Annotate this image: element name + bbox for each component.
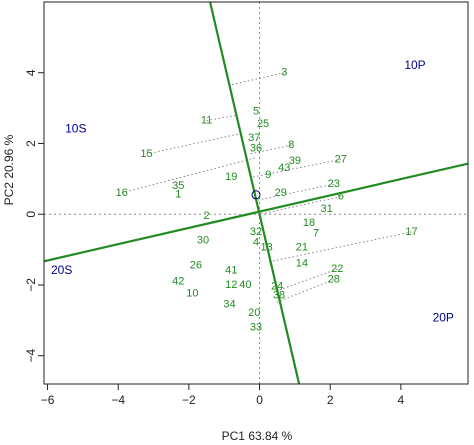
genotype-label-40: 40 xyxy=(239,279,251,291)
x-tick-label: 0 xyxy=(256,393,263,407)
genotype-label-36: 36 xyxy=(250,143,262,155)
genotype-label-42: 42 xyxy=(172,275,184,287)
genotype-label-23: 23 xyxy=(328,178,340,190)
genotype-label-8: 8 xyxy=(288,139,294,151)
genotype-label-39: 39 xyxy=(289,155,301,167)
y-tick-label: −4 xyxy=(24,349,38,363)
genotype-label-9: 9 xyxy=(265,169,271,181)
genotype-label-2: 2 xyxy=(203,210,209,222)
genotype-label-6: 6 xyxy=(338,190,344,202)
genotype-label-7: 7 xyxy=(313,228,319,240)
genotype-label-41: 41 xyxy=(225,265,237,277)
genotype-label-22: 22 xyxy=(331,263,343,275)
genotype-label-19: 19 xyxy=(225,171,237,183)
genotype-label-13: 13 xyxy=(260,242,272,254)
y-tick-label: 4 xyxy=(24,69,38,76)
x-tick-label: −4 xyxy=(111,393,125,407)
genotype-label-12: 12 xyxy=(225,279,237,291)
x-axis-title: PC1 63.84 % xyxy=(222,429,293,443)
projection-line-22 xyxy=(273,268,338,293)
y-axis-title: PC2 20.96 % xyxy=(2,134,16,205)
projection-line-11 xyxy=(206,114,239,121)
plot-lines xyxy=(44,2,468,384)
genotype-label-18: 18 xyxy=(303,217,315,229)
environment-label-20P: 20P xyxy=(433,311,454,325)
genotype-label-24: 24 xyxy=(271,281,283,293)
x-tick-label: 2 xyxy=(327,393,334,407)
environment-label-10P: 10P xyxy=(404,58,425,72)
genotype-label-35: 35 xyxy=(172,180,184,192)
genotype-label-27: 27 xyxy=(335,153,347,165)
genotype-label-30: 30 xyxy=(197,235,209,247)
x-ticks: −6 −4 −2 0 2 4 xyxy=(41,384,405,407)
genotype-label-25: 25 xyxy=(257,118,269,130)
genotype-label-14: 14 xyxy=(296,258,308,270)
environment-label-10S: 10S xyxy=(65,122,86,136)
projection-line-23 xyxy=(257,183,334,201)
genotype-label-11: 11 xyxy=(201,114,212,126)
x-tick-label: −2 xyxy=(182,393,196,407)
projection-line-15 xyxy=(146,132,244,155)
y-ticks: −4 −2 0 2 4 xyxy=(24,69,44,363)
genotype-label-10: 10 xyxy=(186,288,198,300)
projection-line-3 xyxy=(229,72,285,86)
genotype-label-1: 1 xyxy=(175,189,181,201)
genotype-label-5: 5 xyxy=(253,106,259,118)
genotype-label-31: 31 xyxy=(321,203,333,215)
genotype-label-37: 37 xyxy=(248,132,260,144)
y-tick-label: −2 xyxy=(24,278,38,292)
genotype-label-28: 28 xyxy=(328,274,340,286)
projection-line-27 xyxy=(252,158,341,178)
genotype-label-32: 32 xyxy=(250,226,262,238)
y-tick-label: 0 xyxy=(24,211,38,218)
genotype-label-29: 29 xyxy=(275,187,287,199)
genotype-label-26: 26 xyxy=(190,259,202,271)
projection-line-28 xyxy=(275,279,334,304)
genotype-label-17: 17 xyxy=(405,226,417,238)
genotype-label-4: 4 xyxy=(253,236,259,248)
genotype-label-3: 3 xyxy=(281,67,287,79)
projection-line-17 xyxy=(268,231,412,263)
plot-box xyxy=(43,1,469,385)
projection-line-16 xyxy=(121,157,257,194)
genotype-label-33: 33 xyxy=(250,321,262,333)
environment-points: 10P 10S 20S 20P xyxy=(51,58,454,325)
genotype-label-38: 38 xyxy=(273,289,285,301)
origin-marker xyxy=(251,190,261,200)
x-tick-label: 4 xyxy=(398,393,405,407)
environment-label-20S: 20S xyxy=(51,263,72,277)
genotype-label-21: 21 xyxy=(296,242,308,254)
y-tick-label: 2 xyxy=(24,140,38,147)
x-tick-label: −6 xyxy=(41,393,55,407)
genotype-label-43: 43 xyxy=(278,162,290,174)
projection-line-8 xyxy=(248,144,292,155)
green-axis-line-1 xyxy=(44,162,468,263)
genotype-label-34: 34 xyxy=(223,298,235,310)
green-axis-line-2 xyxy=(208,2,301,384)
projection-line-6 xyxy=(259,196,341,215)
genotype-label-16: 16 xyxy=(116,187,128,199)
genotype-label-20: 20 xyxy=(248,307,260,319)
genotype-label-15: 15 xyxy=(140,148,152,160)
